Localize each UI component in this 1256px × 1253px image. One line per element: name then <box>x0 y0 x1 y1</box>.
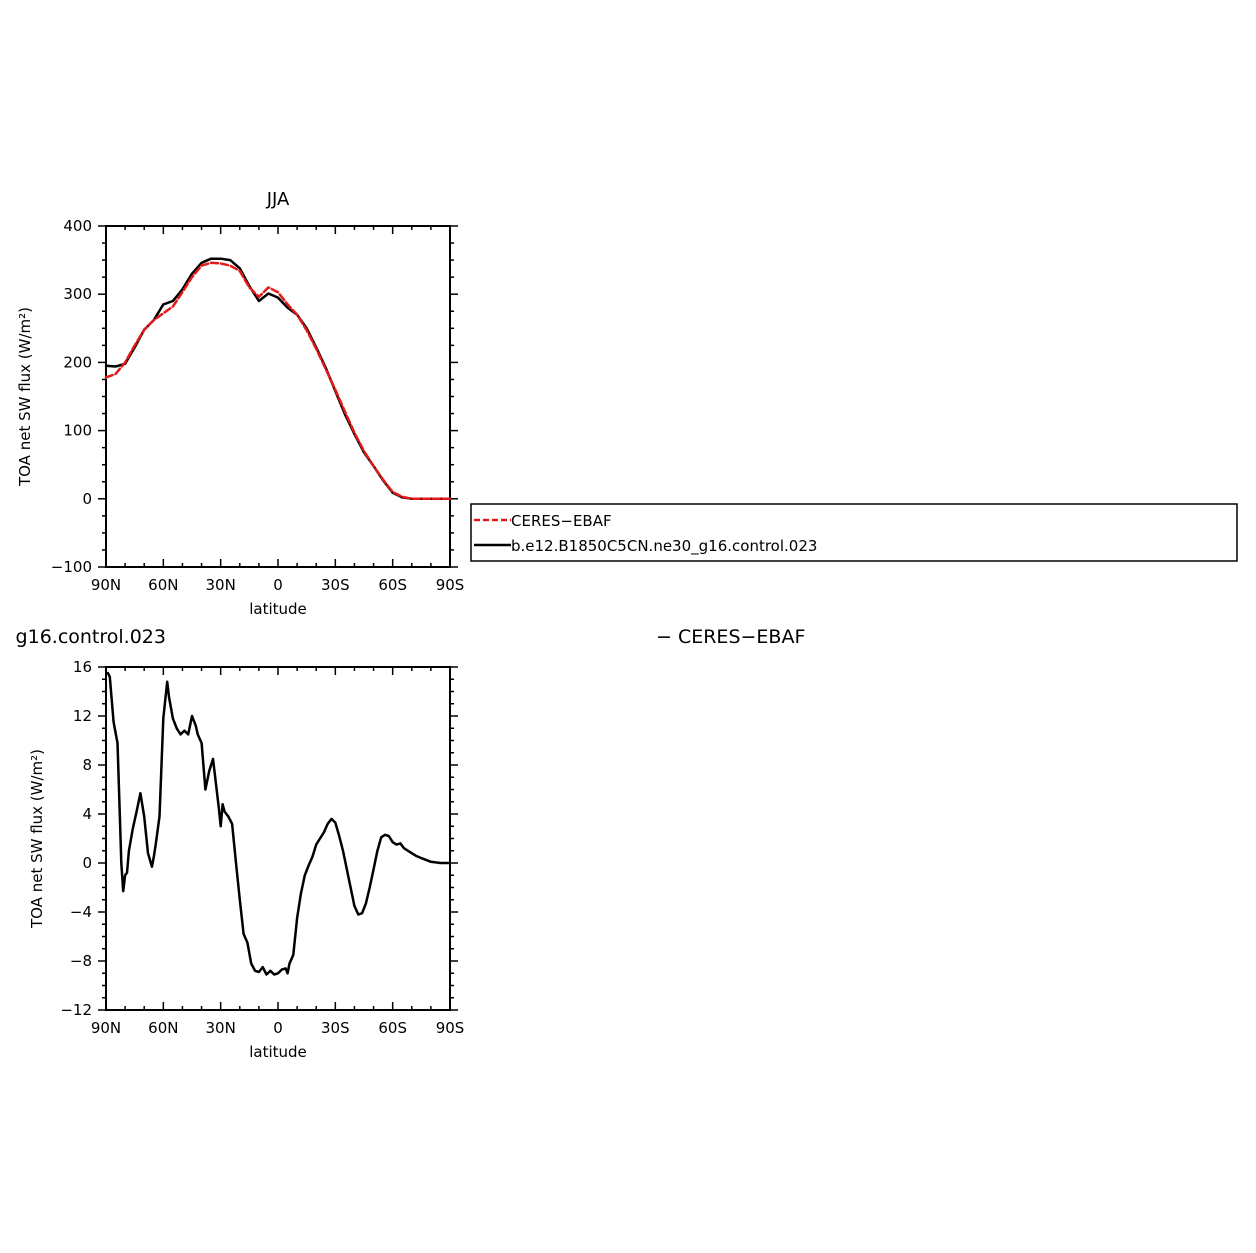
x-tick-label: 30N <box>206 576 236 594</box>
top-panel: 90N 60N 30N 0 30S 60S 90S −100 0 100 200 300 400 lati… <box>16 189 464 618</box>
x-tick-label: 0 <box>273 576 283 594</box>
x-tick-label: 30N <box>206 1019 236 1037</box>
y-tick-label: 300 <box>63 285 92 303</box>
y-tick-label: 12 <box>73 707 92 725</box>
y-tick-label: −100 <box>51 558 92 576</box>
y-tick-label: 4 <box>82 805 92 823</box>
legend-model-label: b.e12.B1850C5CN.ne30_g16.control.023 <box>511 537 817 556</box>
chart-title: JJA <box>266 189 290 210</box>
x-tick-label: 90N <box>91 576 121 594</box>
plot-frame <box>105 225 451 568</box>
bottom-panel: 90N 60N 30N 0 30S 60S 90S −12 −8 −4 0 4 8 12 16 latitud… <box>28 658 464 1061</box>
x-axis-label: latitude <box>249 1043 307 1061</box>
y-axis-label: TOA net SW flux (W/m²) <box>16 307 34 487</box>
y-tick-label: 200 <box>63 353 92 371</box>
y-tick-label: 0 <box>82 854 92 872</box>
x-axis-label: latitude <box>249 600 307 618</box>
y-tick-label: 16 <box>73 658 92 676</box>
bottom-panel-title-right: − CERES−EBAF <box>656 626 805 648</box>
x-tick-label: 0 <box>273 1019 283 1037</box>
y-tick-label: −12 <box>60 1001 92 1019</box>
bottom-panel-title: g16.control.023 <box>16 626 166 648</box>
x-tick-label: 90S <box>436 1019 465 1037</box>
series-line-ceres-ebaf <box>104 261 452 501</box>
y-tick-label: 100 <box>63 422 92 440</box>
legend: CERES−EBAF b.e12.B1850C5CN.ne30_g16.cont… <box>470 503 1238 562</box>
y-tick-label: 8 <box>82 756 92 774</box>
series-line-model <box>106 671 452 976</box>
legend-box <box>470 503 1238 562</box>
legend-ceres-label: CERES−EBAF <box>511 512 612 530</box>
y-tick-label: −4 <box>70 903 92 921</box>
x-tick-label: 60N <box>148 1019 178 1037</box>
x-tick-label: 90S <box>436 576 465 594</box>
series-line-model <box>104 257 452 501</box>
y-tick-label: 400 <box>63 217 92 235</box>
x-tick-label: 60S <box>378 1019 407 1037</box>
x-tick-label: 90N <box>91 1019 121 1037</box>
y-axis-label: TOA net SW flux (W/m²) <box>28 749 46 929</box>
x-tick-label: 60S <box>378 576 407 594</box>
y-tick-label: −8 <box>70 952 92 970</box>
x-tick-label: 30S <box>321 1019 350 1037</box>
y-tick-label: 0 <box>82 490 92 508</box>
x-tick-label: 30S <box>321 576 350 594</box>
x-tick-label: 60N <box>148 576 178 594</box>
